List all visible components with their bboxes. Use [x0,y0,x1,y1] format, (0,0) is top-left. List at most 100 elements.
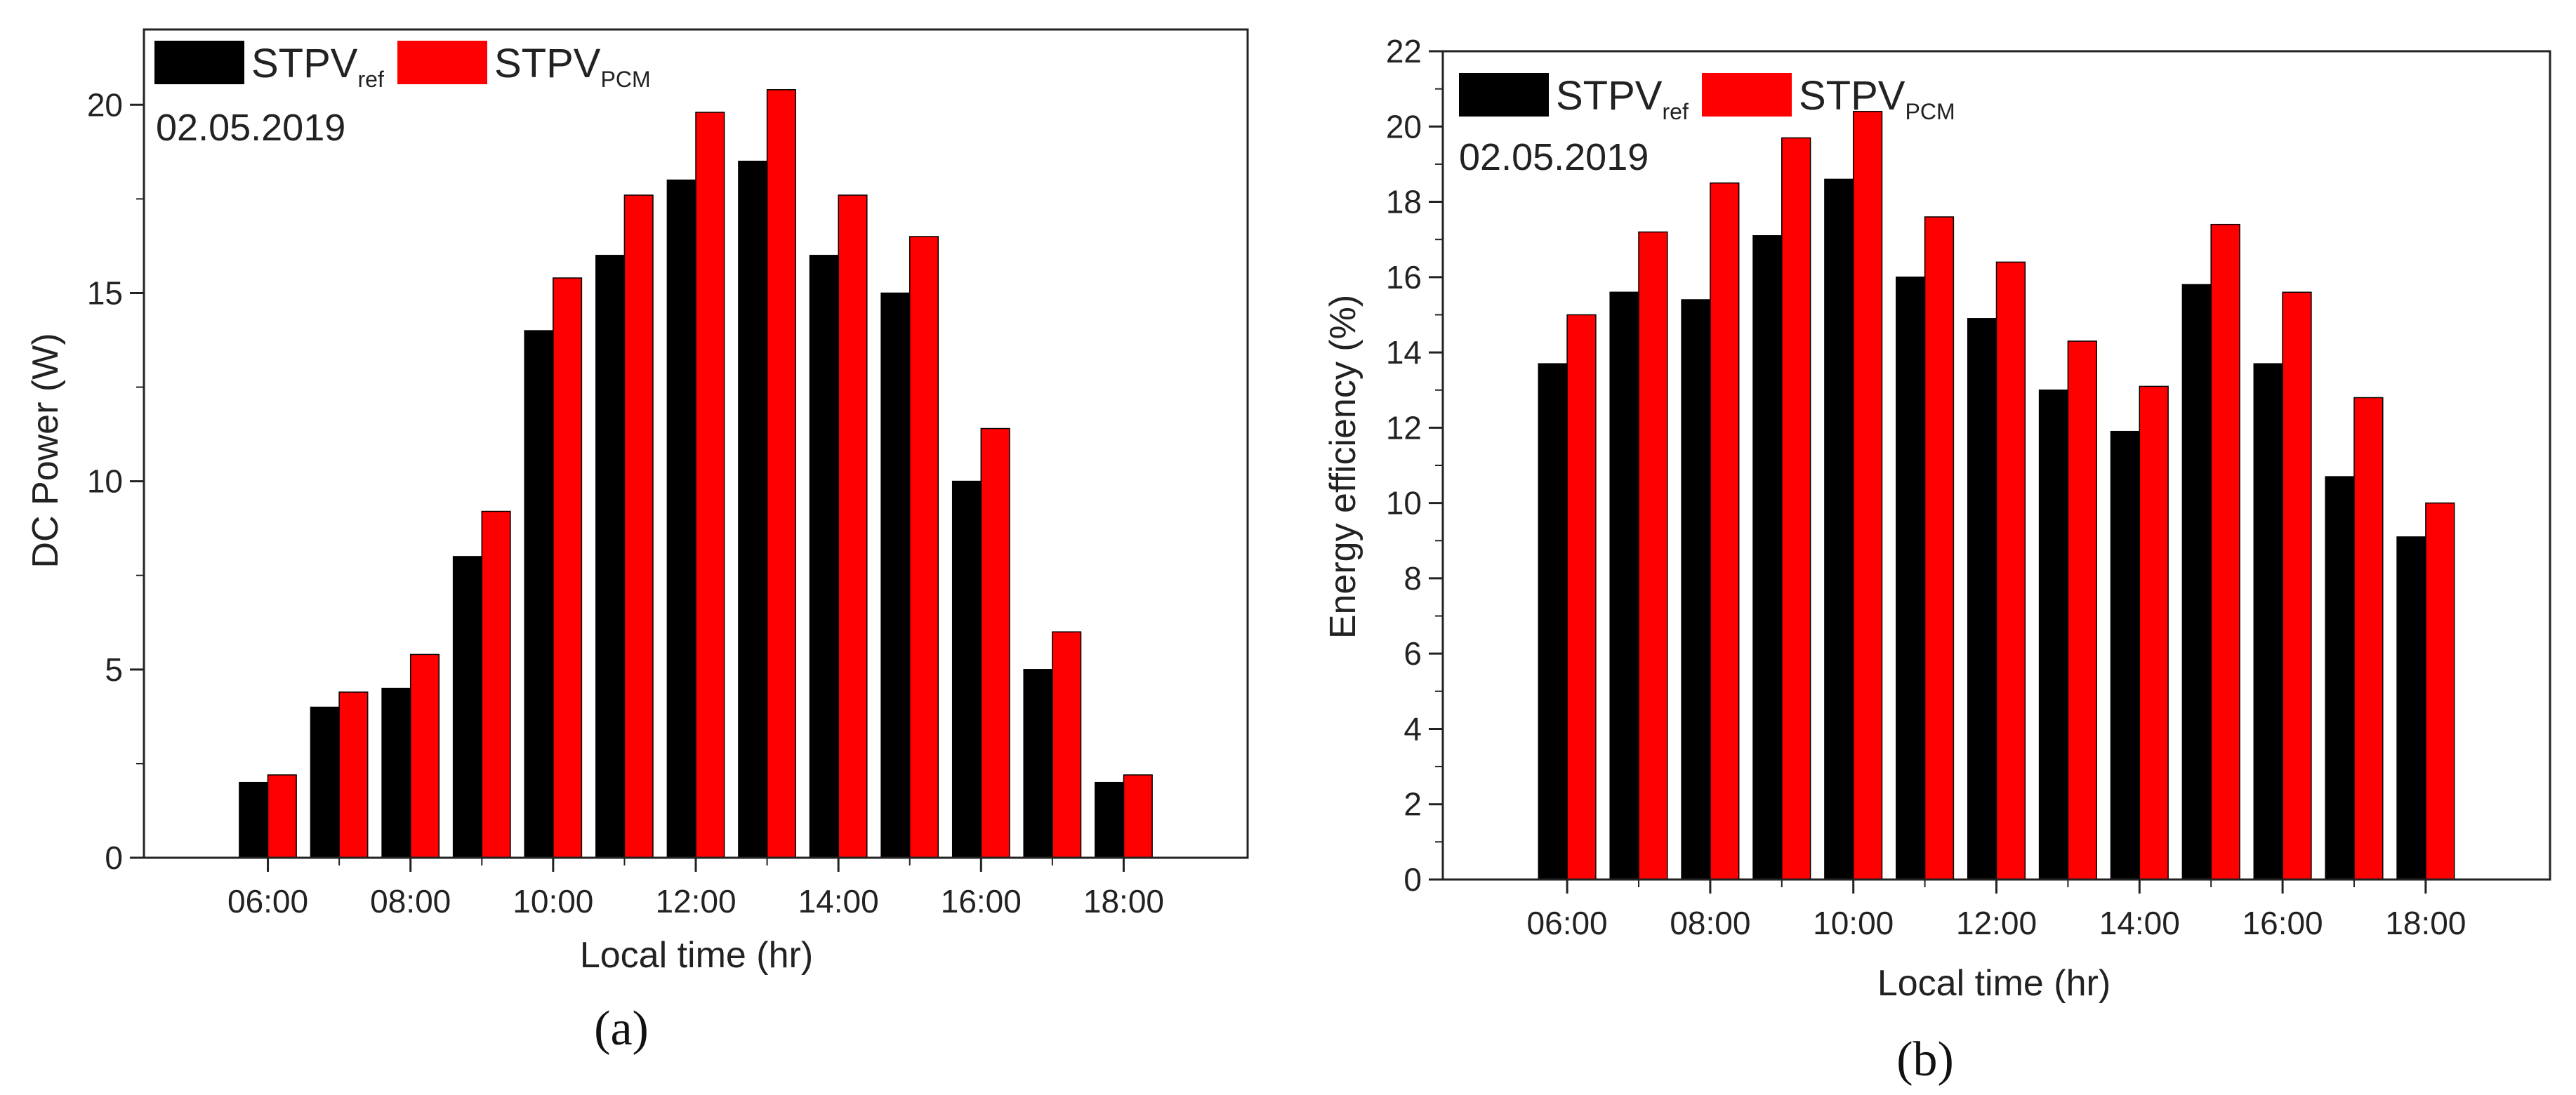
y-tick-label-b-2: 2 [1403,786,1422,823]
y-tick-label-b-12: 12 [1386,409,1422,446]
bars-a [239,89,1153,858]
y-tick-label-b-22: 22 [1386,33,1422,69]
bar-ref-a-15:00 [880,292,911,858]
bar-pcm-a-13:00 [766,89,796,858]
bar-pcm-a-08:00 [409,653,440,858]
bar-ref-b-16:00 [2253,363,2283,880]
legend-a: STPVref STPVPCM [154,41,651,92]
bar-ref-a-14:00 [809,255,839,858]
bar-ref-b-08:00 [1681,299,1711,880]
bar-pcm-b-10:00 [1852,111,1883,880]
x-tick-label-b-08:00: 08:00 [1670,905,1750,941]
bar-pcm-b-17:00 [2353,397,2384,880]
legend-swatch-ref-b [1459,73,1549,117]
bar-pcm-b-06:00 [1566,314,1597,880]
y-tick-label-b-6: 6 [1403,635,1422,672]
x-tick-label-a-14:00: 14:00 [798,883,879,920]
y-tick-label-b-18: 18 [1386,184,1422,220]
bar-ref-a-17:00 [1023,669,1053,858]
x-tick-label-b-10:00: 10:00 [1813,905,1894,941]
bar-ref-b-18:00 [2396,536,2426,880]
bar-ref-a-08:00 [381,687,411,858]
y-tick-label-a-5: 5 [105,651,123,688]
y-tick-label-a-0: 0 [105,839,123,876]
chart-panel-b: Energy efficiency (%) Local time (hr) (b… [1323,33,2551,1087]
legend-swatch-pcm-b [1702,73,1792,117]
x-tick-label-b-16:00: 16:00 [2243,905,2323,941]
x-tick-label-a-10:00: 10:00 [513,883,593,920]
bar-pcm-b-15:00 [2210,223,2240,880]
legend-label-ref-a: STPVref [251,41,384,92]
y-tick-label-b-8: 8 [1403,560,1422,597]
bar-ref-b-06:00 [1538,363,1568,880]
x-tick-label-a-18:00: 18:00 [1083,883,1164,920]
bar-ref-b-14:00 [2110,430,2141,880]
bar-ref-a-10:00 [524,330,554,858]
y-tick-label-a-10: 10 [87,463,123,500]
y-tick-label-b-0: 0 [1403,861,1422,898]
x-tick-label-b-14:00: 14:00 [2099,905,2180,941]
bar-ref-b-13:00 [2038,389,2069,880]
x-tick-label-b-12:00: 12:00 [1956,905,2037,941]
bar-pcm-b-14:00 [2139,385,2169,880]
legend-swatch-ref-a [154,41,244,84]
y-tick-label-b-14: 14 [1386,334,1422,371]
bar-pcm-a-14:00 [838,194,868,858]
bar-ref-a-13:00 [738,160,768,858]
bar-pcm-b-11:00 [1924,216,1955,880]
bar-ref-a-18:00 [1095,781,1125,858]
y-tick-label-b-20: 20 [1386,108,1422,145]
x-tick-label-a-12:00: 12:00 [655,883,736,920]
legend-swatch-pcm-a [397,41,487,84]
y-axis-title-a: DC Power (W) [25,333,66,568]
bar-pcm-a-12:00 [695,112,725,858]
bar-ref-b-17:00 [2325,476,2355,880]
bar-pcm-b-13:00 [2067,340,2097,880]
y-axis-title-b: Energy efficiency (%) [1323,295,1363,639]
bar-ref-a-12:00 [666,179,696,858]
bar-pcm-a-10:00 [553,277,583,858]
bar-ref-b-07:00 [1609,291,1639,880]
x-axis-title-b: Local time (hr) [1877,963,2111,1004]
panel-label-b: (b) [1896,1033,1954,1087]
x-tick-label-b-06:00: 06:00 [1527,905,1608,941]
bar-pcm-a-06:00 [267,774,297,858]
x-tick-label-a-16:00: 16:00 [941,883,1022,920]
x-axis-title-a: Local time (hr) [580,935,813,976]
bar-ref-b-15:00 [2181,284,2212,880]
bar-ref-a-06:00 [239,781,269,858]
bar-ref-a-16:00 [951,480,982,858]
bar-ref-b-09:00 [1752,235,1783,880]
y-tick-label-b-4: 4 [1403,710,1422,747]
bar-ref-b-11:00 [1896,277,1926,880]
panel-label-a: (a) [594,1002,649,1056]
bar-pcm-b-08:00 [1710,182,1740,880]
bar-pcm-a-15:00 [909,236,939,858]
bar-pcm-b-18:00 [2425,502,2455,880]
legend-label-ref-b: STPVref [1556,73,1689,124]
legend-label-pcm-b: STPVPCM [1799,73,1955,124]
x-tick-label-a-06:00: 06:00 [227,883,308,920]
y-tick-label-a-15: 15 [87,274,123,311]
chart-panel-a: DC Power (W) Local time (hr) (a) 02.05.2… [25,28,1249,1056]
date-label-b: 02.05.2019 [1459,136,1649,178]
bars-b [1538,111,2455,880]
bar-pcm-a-07:00 [338,691,369,858]
y-tick-label-a-20: 20 [87,86,123,123]
bar-pcm-b-09:00 [1781,137,1811,880]
bar-ref-a-09:00 [452,556,482,858]
bar-pcm-a-09:00 [481,510,511,858]
y-tick-label-b-16: 16 [1386,259,1422,296]
bar-ref-a-11:00 [595,255,626,858]
bar-pcm-a-18:00 [1123,774,1153,858]
bar-pcm-b-07:00 [1638,231,1668,880]
legend-b: STPVref STPVPCM [1459,73,1955,124]
legend-label-pcm-a: STPVPCM [494,41,651,92]
bar-pcm-a-16:00 [980,427,1010,858]
bar-pcm-b-16:00 [2282,291,2312,880]
bar-ref-a-07:00 [310,706,340,858]
x-tick-label-b-18:00: 18:00 [2385,905,2466,941]
bar-pcm-a-17:00 [1052,631,1082,858]
bar-pcm-a-11:00 [623,194,654,858]
